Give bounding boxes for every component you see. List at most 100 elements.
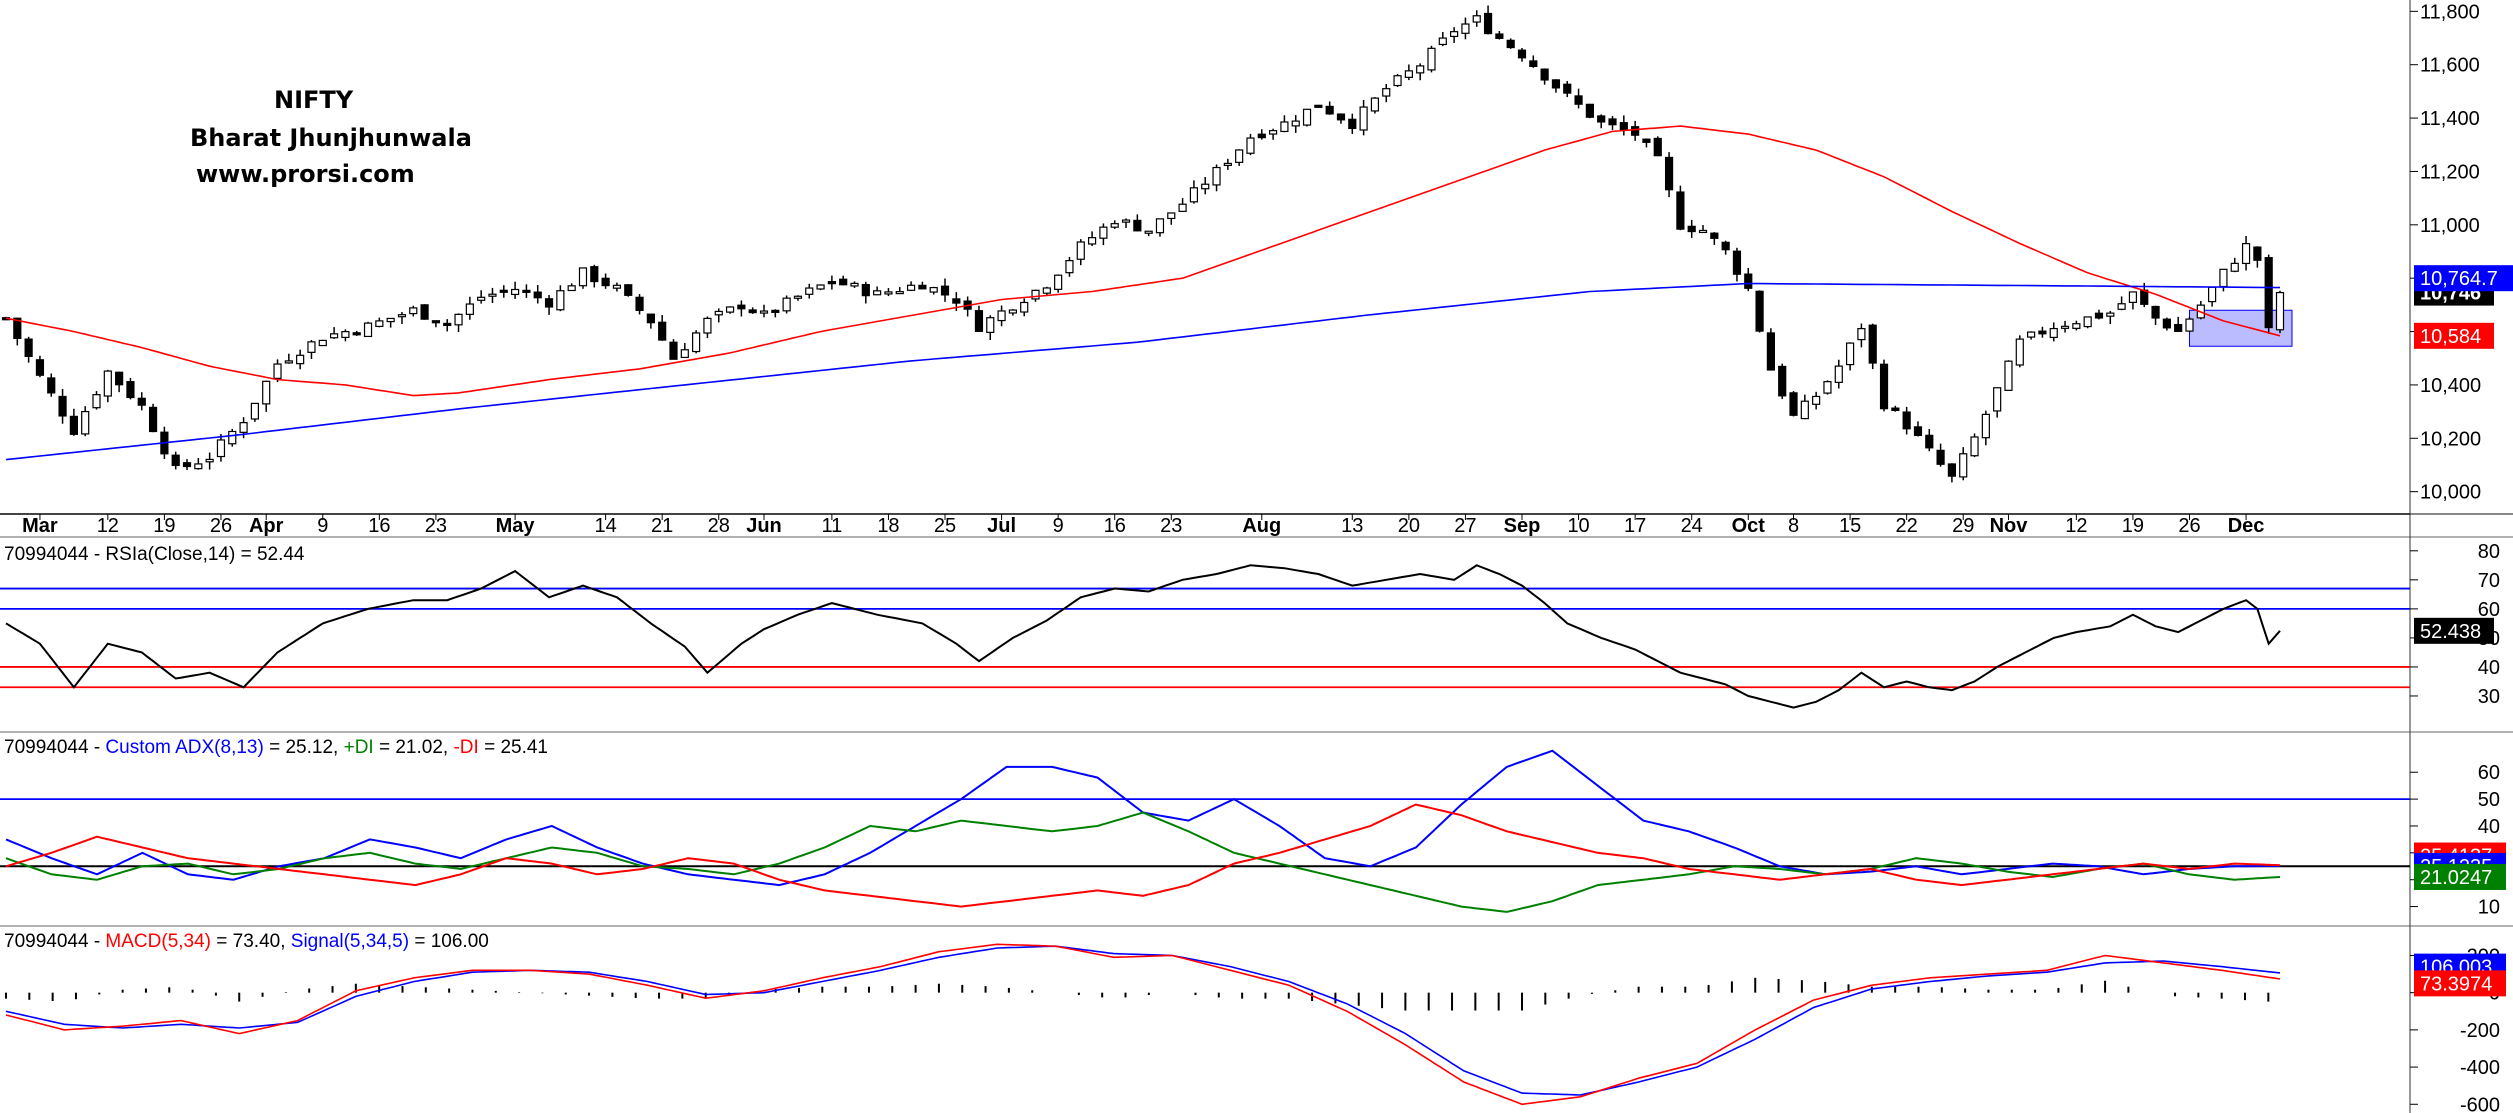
candle [997, 310, 1006, 322]
x-tick-label: 29 [1952, 515, 1974, 537]
candle [1902, 411, 1911, 430]
price-tick-label: 11,600 [2420, 55, 2480, 77]
candle [2208, 286, 2217, 303]
candle [92, 394, 101, 409]
x-tick-label: 8 [1788, 515, 1799, 537]
candle [1483, 12, 1493, 35]
candle [748, 309, 757, 314]
candle [1732, 250, 1742, 275]
x-tick-label: 23 [1160, 515, 1182, 537]
macd-line [5, 943, 2281, 1106]
candle [1891, 407, 1900, 412]
candle [1551, 79, 1561, 89]
candle [974, 310, 984, 332]
candle [522, 289, 531, 293]
candle [590, 266, 599, 283]
candle [273, 363, 282, 379]
candle [148, 406, 158, 433]
candle [1597, 115, 1606, 123]
x-tick-label: Jul [987, 515, 1016, 537]
candle [1947, 463, 1957, 477]
candle [1913, 426, 1923, 436]
candle [1879, 363, 1889, 410]
candle [1959, 453, 1968, 478]
candle [771, 309, 780, 313]
x-tick-label: 24 [1681, 515, 1703, 537]
candle [126, 381, 135, 399]
candle [1687, 225, 1696, 233]
candle [2162, 318, 2171, 329]
candle [2083, 316, 2092, 328]
candle [1133, 219, 1142, 232]
candle [1223, 162, 1232, 167]
candle [1110, 223, 1119, 228]
adx-y-axis: 102030405060 [2410, 762, 2500, 919]
candle [1178, 203, 1187, 212]
macd-badge [2414, 970, 2506, 997]
x-tick-label: 25 [934, 515, 956, 537]
x-tick-label: Jun [746, 515, 782, 537]
x-tick-label: 27 [1454, 515, 1476, 537]
rsi-tick-label: 70 [2478, 570, 2500, 592]
candle [363, 322, 373, 338]
candle [680, 349, 689, 359]
candle [2230, 262, 2239, 272]
x-tick-label: Aug [1242, 515, 1281, 537]
x-tick-label: 11 [821, 515, 842, 537]
rsi-tick-label: 80 [2478, 541, 2500, 563]
candle [1087, 237, 1097, 245]
candle [601, 277, 610, 287]
candle [1563, 83, 1572, 94]
candle [35, 359, 45, 376]
candle [1348, 118, 1357, 130]
candle [2185, 318, 2194, 332]
candle [375, 320, 384, 328]
price-tick-label: 10,400 [2420, 375, 2481, 397]
candle [2049, 327, 2058, 339]
candle [171, 454, 180, 467]
candle [1517, 49, 1527, 59]
candle [544, 298, 554, 308]
candle [1359, 106, 1368, 131]
x-tick-label: 19 [2122, 515, 2144, 537]
macd-title: 70994044 - MACD(5,34) = 73.40, Signal(5,… [4, 931, 489, 952]
x-tick-label: 13 [1341, 515, 1363, 537]
candle [1020, 301, 1029, 313]
candle [1382, 88, 1391, 97]
candle [1789, 392, 1798, 416]
adx-title: 70994044 - Custom ADX(8,13) = 25.12, +DI… [4, 737, 548, 758]
rsi-tick-label: 40 [2478, 657, 2500, 679]
candle [397, 314, 407, 318]
candle [646, 313, 655, 324]
x-tick-label: Sep [1504, 515, 1541, 537]
candle [1472, 15, 1481, 23]
candle [420, 304, 429, 320]
candle [658, 321, 667, 341]
macd-tick-label: -200 [2460, 1020, 2500, 1042]
price-tick-label: 11,800 [2420, 1, 2480, 23]
candle [827, 281, 836, 285]
macd-badge-label: 73.3974 [2420, 973, 2492, 995]
candle [737, 304, 746, 310]
adx-tick-label: 60 [2478, 762, 2500, 784]
candle [2060, 325, 2070, 329]
candle [386, 317, 395, 323]
candle [906, 284, 916, 291]
candle [1800, 400, 1809, 420]
adx-panel: 70994044 - Custom ADX(8,13) = 25.12, +DI… [0, 737, 2506, 919]
candle [986, 317, 995, 333]
candle [1653, 137, 1662, 157]
minus-di-line [5, 803, 2281, 908]
candle [216, 439, 226, 458]
candle [318, 339, 327, 347]
rsi-y-axis: 304050607080 [2410, 541, 2500, 708]
x-tick-label: 21 [651, 515, 673, 537]
candle [929, 286, 938, 293]
x-tick-label: 20 [1398, 515, 1420, 537]
candle [1189, 187, 1199, 203]
candle [2117, 303, 2126, 310]
x-tick-label: Mar [22, 515, 58, 537]
candle [2241, 243, 2251, 265]
candle [2219, 268, 2228, 288]
x-tick-label: 10 [1567, 515, 1589, 537]
